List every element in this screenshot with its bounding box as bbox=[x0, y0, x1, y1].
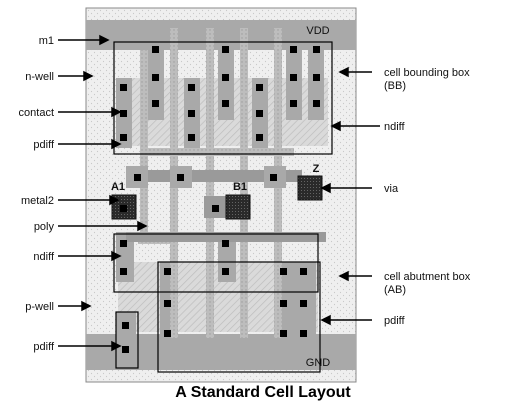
label-cell-bounding-box: cell bounding box bbox=[384, 67, 470, 79]
via-b1 bbox=[225, 194, 251, 220]
cell-abutment-box bbox=[113, 233, 319, 293]
contacts bbox=[120, 46, 320, 353]
label-m1: m1 bbox=[39, 35, 54, 47]
left-arrows bbox=[58, 34, 148, 352]
cell-bounding-box bbox=[113, 41, 333, 155]
label-contact: contact bbox=[19, 107, 54, 119]
right-arrows bbox=[320, 66, 380, 326]
pin-a1-label: A1 bbox=[111, 181, 125, 193]
pin-b1-label: B1 bbox=[233, 181, 247, 193]
pdiff-tap-outline bbox=[115, 311, 139, 369]
via-z bbox=[297, 175, 323, 201]
pin-z-label: Z bbox=[313, 163, 320, 175]
label-cell-bounding-box-abbr: (BB) bbox=[384, 80, 406, 92]
pdiff-outline-bottom bbox=[157, 261, 321, 373]
label-via: via bbox=[384, 183, 399, 195]
label-metal2: metal2 bbox=[21, 195, 54, 207]
label-n-well: n-well bbox=[25, 71, 54, 83]
label-ndiff-left: ndiff bbox=[33, 251, 55, 263]
label-p-well: p-well bbox=[25, 301, 54, 313]
label-pdiff-right: pdiff bbox=[384, 315, 406, 327]
label-cell-abutment-box-abbr: (AB) bbox=[384, 284, 406, 296]
vdd-label: VDD bbox=[306, 25, 329, 37]
label-pdiff-bottom: pdiff bbox=[33, 341, 55, 353]
label-cell-abutment-box: cell abutment box bbox=[384, 271, 471, 283]
label-ndiff-right: ndiff bbox=[384, 121, 406, 133]
diagram-caption: A Standard Cell Layout bbox=[175, 384, 351, 401]
label-pdiff-top: pdiff bbox=[33, 139, 55, 151]
label-poly: poly bbox=[34, 221, 55, 233]
gnd-label: GND bbox=[306, 357, 331, 369]
